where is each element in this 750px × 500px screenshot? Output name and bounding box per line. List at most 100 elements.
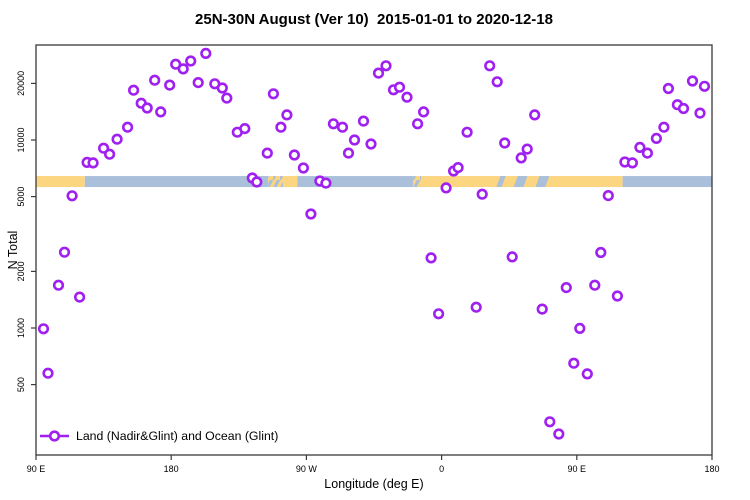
data-point [425,252,437,264]
data-point [484,60,496,72]
data-point [491,76,503,88]
data-point [372,67,385,79]
data-point [433,308,445,320]
data-point [581,368,593,380]
data-point [297,162,310,174]
data-point [185,55,197,67]
y-tick-label: 500 [16,377,26,392]
data-point [686,75,699,87]
data-point [128,84,140,96]
data-point [342,147,355,159]
data-point [544,416,556,428]
data-point [305,208,317,220]
y-tick-label: 10000 [16,127,26,152]
x-tick-label: 90 W [296,464,318,474]
x-tick-label: 90 E [27,464,46,474]
data-point [261,147,273,159]
data-point [662,82,675,95]
data-point [357,115,370,127]
data-point [626,157,639,169]
x-tick-label: 0 [439,464,444,474]
data-point [251,176,263,188]
data-point [73,291,86,303]
band-ocean-streak [496,176,506,188]
data-point [281,109,293,121]
data-point [529,109,541,121]
data-point [560,282,572,294]
y-tick-label: 1000 [16,318,26,338]
plot-border [35,44,713,456]
data-point [574,322,586,335]
band-segment-land [283,176,298,188]
data-point [589,279,601,291]
data-point [515,152,527,164]
legend-label: Land (Nadir&Glint) and Ocean (Glint) [76,429,279,443]
data-point [476,188,488,200]
band-ocean-streak [513,176,528,188]
band-segment-ocean [297,176,414,188]
data-point [418,106,430,118]
band-segment-ocean [84,176,269,188]
data-point [121,121,134,133]
data-point [192,76,204,89]
data-point [200,47,212,60]
x-tick-label: 180 [164,464,179,474]
data-point [677,102,690,115]
data-point [103,148,116,160]
y-axis-label: N Total [6,230,20,270]
band-segment-land [36,176,85,188]
data-point [177,63,189,75]
band-segment-mix [413,176,422,188]
data-point [452,162,464,174]
band-ocean-streak [535,176,550,188]
data-point [658,121,670,133]
data-point [650,132,663,144]
data-point [393,81,406,93]
data-point [698,80,711,92]
x-tick-label: 90 E [568,464,587,474]
data-point [553,428,565,440]
data-point [320,177,332,189]
data-point [595,246,607,259]
data-point [470,301,482,313]
data-point [149,74,161,86]
data-point [336,121,349,133]
y-tick-label: 5000 [16,187,26,207]
data-point [499,137,511,149]
data-point [164,79,176,91]
data-point [267,88,280,100]
data-point [602,190,614,202]
data-point [288,149,301,161]
data-point [634,141,646,153]
data-point [521,143,533,155]
data-point [611,290,624,302]
data-point [221,92,233,104]
x-axis-label: Longitude (deg E) [324,477,424,491]
data-point [641,147,654,159]
data-point [239,123,251,135]
x-tick-label: 180 [704,464,719,474]
band-segment-ocean [622,176,712,188]
data-point [111,133,123,145]
y-tick-label: 20000 [16,71,26,96]
data-point [58,246,71,258]
band-segment-mix [268,176,284,188]
chart-title: 25N-30N August (Ver 10) 2015-01-01 to 20… [195,11,553,28]
data-point [141,102,153,114]
data-point [348,134,361,146]
data-point [275,121,287,133]
data-point [155,106,167,118]
data-point [440,182,452,194]
data-point [536,303,548,315]
data-point [461,126,473,138]
legend-marker-circle [48,430,61,442]
data-point [412,118,424,130]
data-point [42,367,54,379]
data-point [170,58,182,70]
data-point [365,138,377,150]
data-point [694,107,706,119]
data-point [87,157,99,169]
data-point [66,190,78,202]
data-point [506,251,518,263]
